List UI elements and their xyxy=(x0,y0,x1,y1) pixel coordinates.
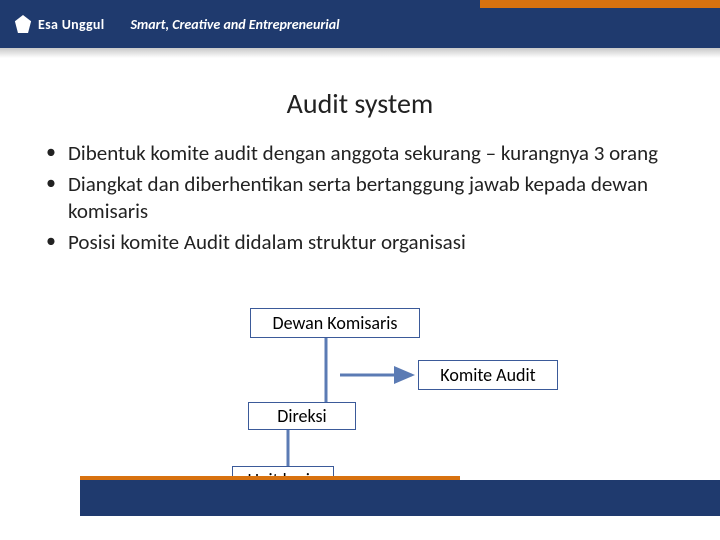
header-shadow xyxy=(0,48,720,58)
slide-title: Audit system xyxy=(0,86,720,121)
bullet-item: Posisi komite Audit didalam struktur org… xyxy=(40,229,680,256)
logo-text: Esa Unggul xyxy=(38,16,105,33)
node-dewan-komisaris: Dewan Komisaris xyxy=(250,308,420,338)
connector-dewan-direksi xyxy=(326,338,330,402)
bullet-item: Dibentuk komite audit dengan anggota sek… xyxy=(40,140,680,167)
logo-shield-icon xyxy=(14,15,32,33)
bullet-list: Dibentuk komite audit dengan anggota sek… xyxy=(40,140,680,260)
bullet-item: Diangkat dan diberhentikan serta bertang… xyxy=(40,171,680,225)
logo: Esa Unggul xyxy=(14,15,105,33)
connector-direksi-unit xyxy=(288,430,292,466)
footer-bar xyxy=(80,480,720,516)
node-label: Komite Audit xyxy=(440,364,535,386)
node-label: Direksi xyxy=(277,405,326,427)
connector-dewan-komite xyxy=(340,368,420,382)
node-label: Dewan Komisaris xyxy=(273,312,398,334)
header-accent-bar xyxy=(480,0,720,8)
org-diagram: Dewan Komisaris Komite Audit Direksi Uni… xyxy=(0,308,720,498)
tagline: Smart, Creative and Entrepreneurial xyxy=(131,16,340,33)
node-komite-audit: Komite Audit xyxy=(418,360,558,390)
node-direksi: Direksi xyxy=(248,402,356,430)
